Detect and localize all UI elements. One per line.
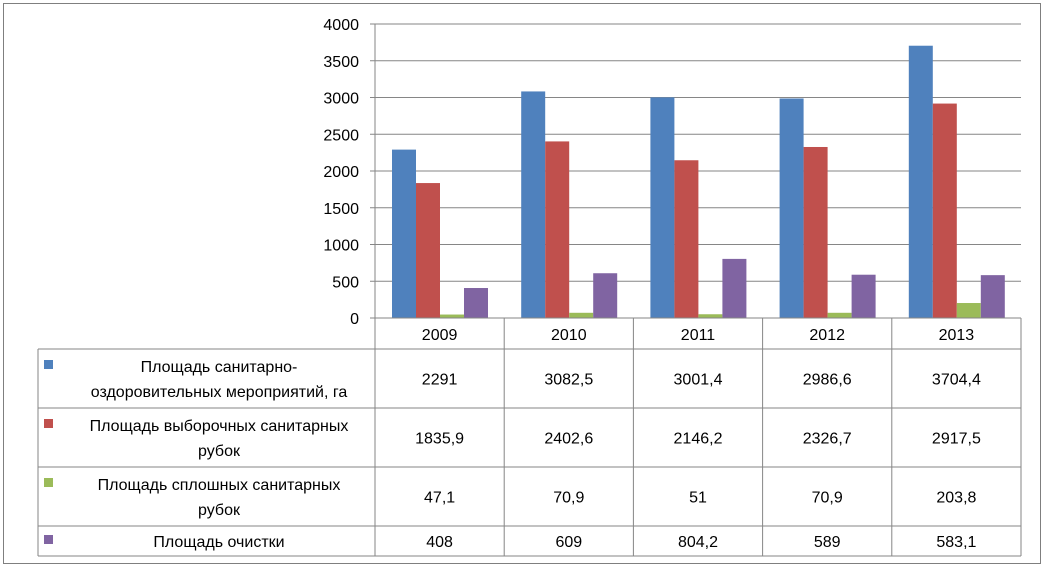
table-cell-value: 70,9 bbox=[553, 490, 584, 507]
bar-series-2 bbox=[416, 183, 440, 318]
bar-series-3 bbox=[956, 303, 981, 318]
table-cell-value: 583,1 bbox=[936, 534, 976, 551]
table-cell-value: 70,9 bbox=[812, 490, 843, 507]
table-cell-value: 51 bbox=[689, 490, 707, 507]
bar-series-1 bbox=[908, 45, 933, 319]
table-cell-value: 2326,7 bbox=[803, 431, 852, 448]
x-category-label: 2009 bbox=[422, 327, 458, 344]
y-tick-label: 0 bbox=[350, 311, 359, 328]
table-cell-value: 589 bbox=[814, 534, 841, 551]
table-cell-value: 3704,4 bbox=[932, 372, 981, 389]
legend-label-series-1: Площадь санитарно- bbox=[141, 359, 298, 376]
bar-series-4 bbox=[464, 288, 488, 318]
legend-key-series-2 bbox=[44, 419, 53, 428]
bar-series-2 bbox=[803, 146, 828, 318]
table-cell-value: 2917,5 bbox=[932, 431, 981, 448]
bar-series-2 bbox=[674, 160, 699, 318]
bar-series-1 bbox=[650, 97, 675, 319]
y-tick-label: 1500 bbox=[323, 201, 359, 218]
legend-label-series-1: оздоровительных мероприятий, га bbox=[91, 384, 348, 401]
legend-label-series-2: Площадь выборочных санитарных bbox=[90, 418, 349, 435]
y-tick-label: 3500 bbox=[323, 54, 359, 71]
y-tick-label: 500 bbox=[332, 274, 359, 291]
table-cell-value: 203,8 bbox=[936, 490, 976, 507]
y-tick-label: 4000 bbox=[323, 17, 359, 34]
bar-series-3 bbox=[440, 314, 464, 318]
table-cell-value: 47,1 bbox=[424, 490, 455, 507]
y-tick-label: 1000 bbox=[323, 238, 359, 255]
bar-series-4 bbox=[980, 275, 1005, 318]
table-cell-value: 609 bbox=[555, 534, 582, 551]
x-category-label: 2011 bbox=[681, 327, 716, 344]
bar-series-3 bbox=[827, 312, 852, 318]
x-category-label: 2012 bbox=[809, 327, 845, 344]
y-axis: 0 500 1000 1500 2000 2500 3000 3500 4000 bbox=[323, 17, 376, 328]
bar-series-2 bbox=[932, 103, 957, 318]
table-cell-value: 2402,6 bbox=[544, 431, 593, 448]
table-cell-value: 3001,4 bbox=[674, 372, 723, 389]
table-cell-value: 3082,5 bbox=[544, 372, 593, 389]
bar-series-1 bbox=[779, 98, 804, 319]
bar-series-2 bbox=[545, 141, 570, 318]
table-cell-value: 1835,9 bbox=[415, 431, 464, 448]
bar-series-3 bbox=[698, 314, 723, 318]
table-cell-value: 408 bbox=[426, 534, 453, 551]
legend-key-series-4 bbox=[44, 535, 53, 544]
bar-series-4 bbox=[851, 274, 876, 318]
legend-key-series-1 bbox=[44, 360, 53, 369]
bar-series-1 bbox=[521, 91, 546, 318]
bars bbox=[392, 45, 1005, 319]
legend-key-series-3 bbox=[44, 478, 53, 487]
bar-series-4 bbox=[722, 258, 747, 318]
bar-series-1 bbox=[392, 149, 416, 318]
bar-series-4 bbox=[593, 273, 618, 318]
table-cell-value: 2291 bbox=[422, 372, 458, 389]
y-tick-label: 2000 bbox=[323, 164, 359, 181]
data-table: 2009 2010 2011 2012 2013 Площадь санитарно-оз… bbox=[37, 317, 1022, 557]
legend-label-series-2: рубок bbox=[198, 443, 241, 460]
table-cell-value: 2146,2 bbox=[674, 431, 723, 448]
legend-label-series-3: рубок bbox=[198, 502, 241, 519]
table-cell-value: 804,2 bbox=[678, 534, 718, 551]
x-category-label: 2010 bbox=[551, 327, 587, 344]
table-cell-value: 2986,6 bbox=[803, 372, 852, 389]
legend-label-series-4: Площадь очистки bbox=[153, 534, 284, 551]
y-tick-label: 3000 bbox=[323, 91, 359, 108]
x-category-label: 2013 bbox=[939, 327, 975, 344]
legend-label-series-3: Площадь сплошных санитарных bbox=[98, 477, 341, 494]
y-tick-label: 2500 bbox=[323, 127, 359, 144]
bar-series-3 bbox=[569, 312, 594, 318]
